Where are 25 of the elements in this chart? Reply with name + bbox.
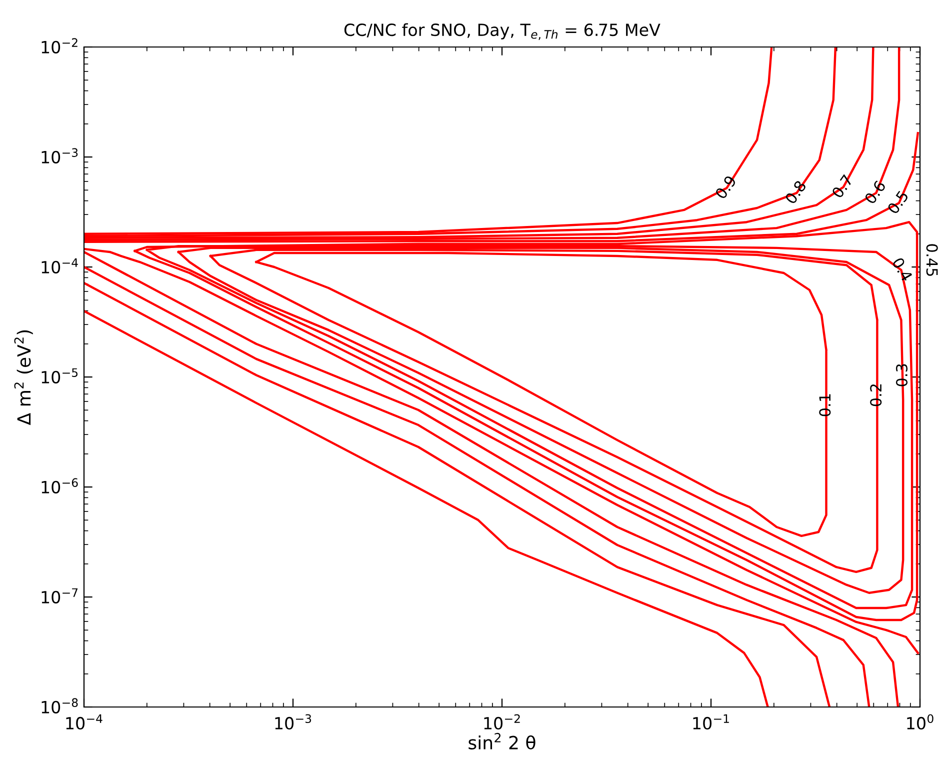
annotation: 0.4: [892, 256, 914, 282]
y-tick-label: 10$^{−6}$: [42, 478, 78, 494]
x-tick-label: 10$^{−2}$: [484, 714, 520, 730]
annotation: 0.8: [784, 180, 807, 205]
x-axis-title: sin$^{2}$ 2 θ: [468, 732, 536, 750]
x-tick-label: 10$^{−4}$: [66, 714, 102, 730]
x-tick-label: 10$^{−3}$: [275, 714, 312, 730]
y-axis-title: Δ m$^{2}$ (eV$^{2}$): [14, 330, 33, 426]
chart-title: CC/NC for SNO, Day, T$_{e,Th}$ = 6.75 MeV: [344, 23, 660, 40]
x-tick-label: 10$^{0}$: [907, 714, 934, 730]
annotation: 0.7: [831, 174, 854, 199]
y-tick-label: 10$^{−5}$: [42, 368, 78, 384]
y-tick-label: 10$^{−3}$: [42, 148, 78, 164]
y-tick-label: 10$^{−7}$: [42, 588, 78, 604]
y-tick-label: 10$^{−2}$: [42, 38, 78, 54]
annotation: 0.9: [714, 174, 737, 200]
x-tick-label: 10$^{−1}$: [693, 714, 729, 730]
text: 0.45: [926, 244, 938, 276]
annotation: 0.2: [870, 384, 882, 406]
annotation: 0.6: [864, 180, 886, 205]
annotation: 0.3: [896, 364, 908, 386]
y-tick-label: 10$^{−4}$: [42, 258, 78, 274]
annotation: 0.5: [886, 190, 909, 215]
annotation: 0.1: [819, 394, 831, 416]
y-tick-label: 10$^{−8}$: [42, 698, 78, 714]
